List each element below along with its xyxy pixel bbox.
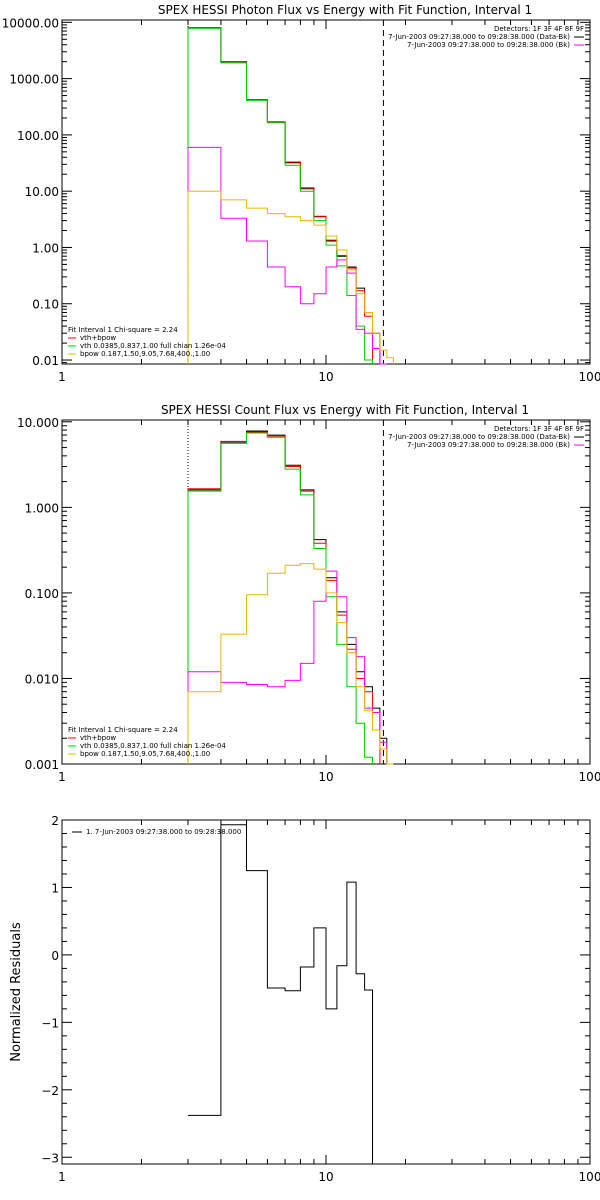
y-tick-label: 0.001 (25, 758, 59, 772)
residuals-ylabel: Normalized Residuals (9, 922, 24, 1062)
y-tick-label: 1000.00 (9, 73, 59, 87)
legend-detectors-text: Detectors: 1F 3F 4F 8F 9F (494, 425, 584, 433)
x-tick-label: 1 (58, 1170, 66, 1184)
residuals-legend: 1. 7-Jun-2003 09:27:38.000 to 09:28:38.0… (72, 828, 241, 836)
y-tick-label: 10.000 (17, 416, 59, 430)
photon-flux-legend-detectors: Detectors: 1F 3F 4F 8F 9F7-Jun-2003 09:2… (388, 25, 584, 49)
count-flux-legend-fit: Fit Interval 1 Chi-square = 2.24vth+bpow… (68, 726, 226, 758)
x-tick-label: 1 (58, 770, 66, 784)
legend-fit-text: bpow 0.187,1.50,9.05,7.68,400.,1.00 (80, 350, 210, 358)
series-step-line-4 (187, 190, 394, 364)
x-tick-label: 10 (318, 770, 333, 784)
y-tick-label: 10.00 (25, 185, 59, 199)
count-flux-panel: SPEX HESSI Count Flux vs Energy with Fit… (17, 403, 600, 784)
y-tick-label: 2 (51, 814, 59, 828)
series-step-line-1 (187, 27, 373, 364)
series-step-line-0 (187, 430, 388, 764)
x-tick-label: 10 (318, 370, 333, 384)
series-step-line-2 (187, 27, 373, 364)
y-tick-label: 1.00 (32, 241, 59, 255)
count-flux-reference-lines (187, 420, 384, 764)
photon-flux-reference-lines (187, 20, 384, 364)
legend-entry-text: 7-Jun-2003 09:27:38.000 to 09:28:38.000 … (407, 41, 570, 49)
series-step-line-2 (187, 432, 373, 764)
legend-entry-text: 7-Jun-2003 09:27:38.000 to 09:28:38.000 … (388, 33, 570, 41)
y-tick-label: 1 (51, 881, 59, 895)
x-tick-label: 1 (58, 370, 66, 384)
series-step-line-0 (187, 27, 381, 364)
legend-residual-text: 1. 7-Jun-2003 09:27:38.000 to 09:28:38.0… (86, 828, 241, 836)
residuals-series (188, 824, 387, 1165)
series-step-line-1 (187, 431, 381, 764)
x-tick-label: 10 (318, 1170, 333, 1184)
y-tick-label: 0 (51, 949, 59, 963)
legend-fit-header: Fit Interval 1 Chi-square = 2.24 (68, 326, 178, 334)
series-step-line-4 (187, 563, 394, 765)
series-step-line-3 (187, 146, 387, 365)
legend-fit-text: vth+bpow (80, 734, 116, 742)
x-tick-label: 100 (579, 1170, 600, 1184)
series-step-line-3 (187, 570, 388, 764)
photon-flux-panel: SPEX HESSI Photon Flux vs Energy with Fi… (2, 3, 600, 384)
photon-flux-legend-fit: Fit Interval 1 Chi-square = 2.24vth+bpow… (68, 326, 226, 358)
photon-flux-title: SPEX HESSI Photon Flux vs Energy with Fi… (158, 3, 532, 17)
y-tick-label: 1.000 (25, 501, 59, 515)
x-tick-label: 100 (579, 370, 600, 384)
legend-fit-text: vth+bpow (80, 334, 116, 342)
legend-entry-text: 7-Jun-2003 09:27:38.000 to 09:28:38.000 … (388, 433, 570, 441)
legend-entry-text: 7-Jun-2003 09:27:38.000 to 09:28:38.000 … (407, 441, 570, 449)
y-tick-label: −3 (41, 1151, 59, 1165)
y-tick-label: 10000.00 (2, 16, 59, 30)
count-flux-title: SPEX HESSI Count Flux vs Energy with Fit… (161, 403, 529, 417)
photon-flux-ticks: 1 10 100 10000.00 1000.00 100.00 10.00 1.00 0.10… (2, 16, 600, 384)
legend-fit-text: bpow 0.187,1.50,9.05,7.68,400.,1.00 (80, 750, 210, 758)
y-tick-label: 100.00 (17, 129, 59, 143)
y-tick-label: 0.010 (25, 672, 59, 686)
legend-fit-text: vth 0.0385,0.837,1.00 full chian 1.26e-0… (80, 742, 226, 750)
y-tick-label: −1 (41, 1016, 59, 1030)
x-tick-label: 100 (579, 770, 600, 784)
legend-fit-header: Fit Interval 1 Chi-square = 2.24 (68, 726, 178, 734)
photon-flux-axes (61, 19, 591, 365)
series-step-line-0 (188, 824, 387, 1165)
count-flux-legend-detectors: Detectors: 1F 3F 4F 8F 9F7-Jun-2003 09:2… (388, 425, 584, 449)
y-tick-label: −2 (41, 1084, 59, 1098)
legend-fit-text: vth 0.0385,0.837,1.00 full chian 1.26e-0… (80, 342, 226, 350)
y-tick-label: 0.10 (32, 298, 59, 312)
photon-flux-series (187, 27, 394, 365)
count-flux-series (187, 430, 394, 765)
y-tick-label: 0.01 (32, 354, 59, 368)
legend-detectors-text: Detectors: 1F 3F 4F 8F 9F (494, 25, 584, 33)
y-tick-label: 0.100 (25, 587, 59, 601)
